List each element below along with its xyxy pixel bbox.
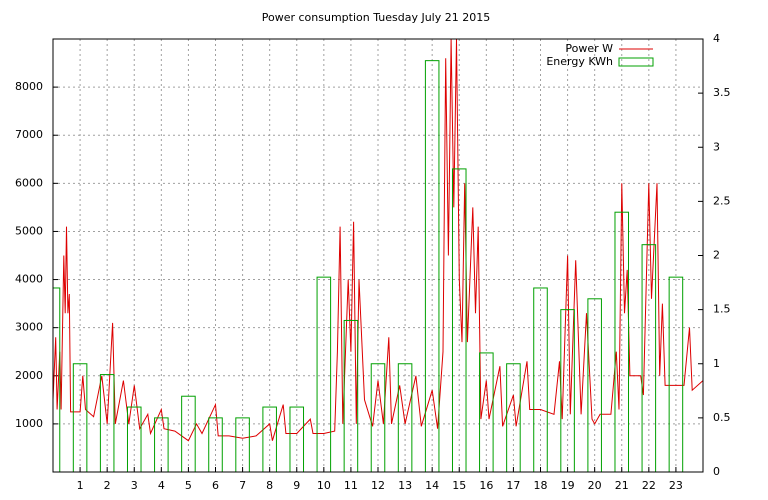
x-tick-label: 20	[588, 479, 602, 492]
energy-box	[208, 417, 223, 472]
energy-box	[451, 168, 467, 472]
x-tick-label: 18	[534, 479, 548, 492]
x-tick-label: 15	[452, 479, 466, 492]
plot-area	[53, 39, 703, 472]
x-tick-label: 22	[642, 479, 656, 492]
y-tick-label: 8000	[15, 80, 43, 93]
energy-box	[560, 309, 575, 472]
energy-box	[235, 417, 250, 472]
y-tick-label: 1000	[15, 417, 43, 430]
x-tick-label: 1	[77, 479, 84, 492]
energy-box	[641, 244, 657, 472]
x-tick-label: 4	[158, 479, 165, 492]
legend-label: Power W	[565, 42, 613, 55]
x-tick-label: 12	[371, 479, 385, 492]
x-tick-label: 9	[293, 479, 300, 492]
x-tick-label: 14	[425, 479, 439, 492]
x-tick-label: 23	[669, 479, 683, 492]
x-tick-label: 11	[344, 479, 358, 492]
y2-tick-label: 1.5	[713, 303, 731, 316]
x-tick-label: 5	[185, 479, 192, 492]
y-tick-label: 2000	[15, 369, 43, 382]
y2-tick-label: 3.5	[713, 86, 731, 99]
y-tick-label: 6000	[15, 176, 43, 189]
energy-box	[533, 287, 548, 472]
x-tick-label: 21	[615, 479, 629, 492]
y2-tick-label: 4	[713, 32, 720, 45]
y-tick-label: 5000	[15, 224, 43, 237]
energy-box	[668, 276, 684, 472]
energy-box	[181, 395, 196, 472]
x-tick-label: 19	[561, 479, 575, 492]
x-tick-label: 17	[506, 479, 520, 492]
y2-tick-label: 3	[713, 140, 720, 153]
energy-box	[424, 60, 440, 472]
energy-box	[72, 363, 88, 472]
y-tick-label: 7000	[15, 128, 43, 141]
energy-box	[614, 211, 630, 472]
legend-label: Energy KWh	[546, 55, 613, 68]
x-tick-label: 6	[212, 479, 219, 492]
y-tick-label: 4000	[15, 273, 43, 286]
x-tick-label: 10	[317, 479, 331, 492]
x-tick-label: 16	[479, 479, 493, 492]
energy-box	[370, 363, 386, 472]
x-tick-label: 3	[131, 479, 138, 492]
legend-swatch	[618, 57, 654, 67]
x-tick-label: 13	[398, 479, 412, 492]
y-tick-label: 3000	[15, 321, 43, 334]
plot-border	[52, 38, 704, 473]
y2-tick-label: 2	[713, 249, 720, 262]
energy-box	[316, 276, 332, 472]
y2-tick-label: 0.5	[713, 411, 731, 424]
energy-box	[154, 417, 169, 472]
y2-tick-label: 0	[713, 465, 720, 478]
y2-tick-label: 1	[713, 357, 720, 370]
energy-box	[99, 374, 115, 472]
x-tick-label: 7	[239, 479, 246, 492]
energy-box	[506, 363, 521, 472]
chart-title: Power consumption Tuesday July 21 2015	[262, 11, 491, 24]
energy-box	[343, 319, 359, 472]
energy-box	[397, 363, 413, 472]
x-tick-label: 8	[266, 479, 273, 492]
y2-tick-label: 2.5	[713, 194, 731, 207]
x-tick-label: 2	[104, 479, 111, 492]
